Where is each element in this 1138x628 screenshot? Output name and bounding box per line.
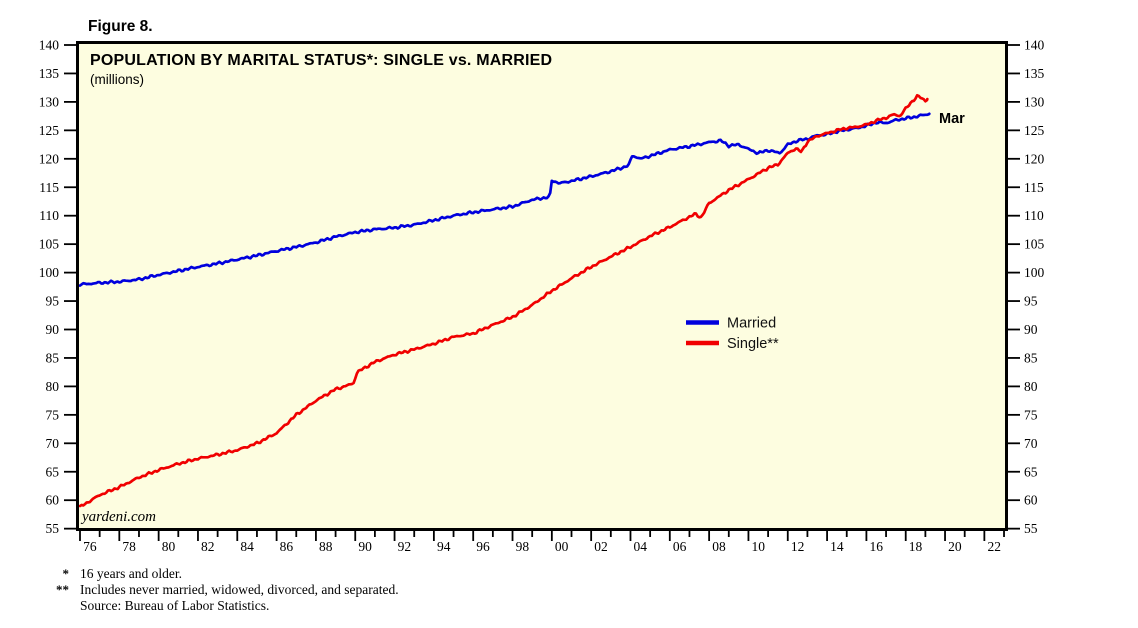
x-tick-label: 12 xyxy=(791,539,805,554)
y-tick-label-left: 90 xyxy=(46,322,60,337)
legend-single-label: Single** xyxy=(727,336,779,352)
x-tick-label: 94 xyxy=(437,539,451,554)
x-tick-label: 90 xyxy=(358,539,372,554)
x-tick-label: 82 xyxy=(201,539,215,554)
x-tick-label: 00 xyxy=(555,539,569,554)
footnote-source-text: Source: Bureau of Labor Statistics. xyxy=(80,598,269,613)
y-tick-label-left: 105 xyxy=(39,237,60,252)
y-tick-label-left: 110 xyxy=(39,208,59,223)
x-tick-label: 84 xyxy=(240,539,254,554)
x-tick-label: 08 xyxy=(712,539,726,554)
x-tick-label: 96 xyxy=(476,539,490,554)
footnote-2-marker: ** xyxy=(56,582,69,597)
x-tick-label: 76 xyxy=(83,539,97,554)
y-axis-left: 55 60 65 70 75 80 85 90 95 100 105 110 115 120 125 130 1… xyxy=(39,38,77,536)
y-tick-label-left: 115 xyxy=(39,180,59,195)
watermark-yardeni: yardeni.com xyxy=(80,509,156,525)
y-tick-label-right: 75 xyxy=(1024,407,1038,422)
y-tick-label-left: 70 xyxy=(46,436,60,451)
y-tick-label-right: 80 xyxy=(1024,379,1038,394)
y-tick-label-left: 95 xyxy=(46,294,60,309)
x-tick-label: 06 xyxy=(673,539,687,554)
y-tick-label-right: 65 xyxy=(1024,464,1038,479)
x-tick-label: 98 xyxy=(516,539,530,554)
data-series xyxy=(79,93,931,508)
y-tick-label-right: 125 xyxy=(1024,123,1045,138)
line-single xyxy=(79,93,929,508)
chart-title: POPULATION BY MARITAL STATUS*: SINGLE vs… xyxy=(90,52,552,69)
y-tick-label-right: 85 xyxy=(1024,350,1038,365)
y-tick-label-left: 135 xyxy=(39,66,60,81)
x-tick-label: 88 xyxy=(319,539,333,554)
y-tick-label-right: 70 xyxy=(1024,436,1038,451)
y-tick-label-left: 65 xyxy=(46,464,60,479)
y-tick-label-right: 130 xyxy=(1024,94,1045,109)
y-tick-label-left: 75 xyxy=(46,407,60,422)
y-tick-label-left: 100 xyxy=(39,265,60,280)
y-tick-label-left: 80 xyxy=(46,379,60,394)
x-tick-label: 14 xyxy=(830,539,844,554)
x-tick-label: 16 xyxy=(869,539,883,554)
y-tick-label-right: 55 xyxy=(1024,521,1038,536)
y-tick-label-right: 135 xyxy=(1024,66,1045,81)
x-tick-label: 02 xyxy=(594,539,608,554)
y-tick-label-right: 95 xyxy=(1024,294,1038,309)
line-married xyxy=(79,112,931,287)
y-tick-label-left: 130 xyxy=(39,94,60,109)
x-tick-label: 78 xyxy=(122,539,136,554)
y-tick-label-left: 55 xyxy=(46,521,60,536)
y-tick-label-right: 120 xyxy=(1024,151,1045,166)
y-tick-label-right: 115 xyxy=(1024,180,1044,195)
x-tick-label: 20 xyxy=(948,539,962,554)
x-tick-label: 10 xyxy=(752,539,766,554)
footnotes: * 16 years and older. ** Includes never … xyxy=(56,566,399,613)
footnote-2-text: Includes never married, widowed, divorce… xyxy=(80,582,399,597)
chart-subtitle: (millions) xyxy=(90,72,144,87)
y-tick-label-left: 140 xyxy=(39,38,60,53)
y-tick-label-right: 100 xyxy=(1024,265,1045,280)
x-tick-label: 22 xyxy=(987,539,1001,554)
x-tick-label: 80 xyxy=(162,539,176,554)
y-tick-label-right: 110 xyxy=(1024,208,1044,223)
footnote-1-marker: * xyxy=(63,566,70,581)
y-tick-label-right: 140 xyxy=(1024,38,1045,53)
series-end-label: Mar xyxy=(939,111,965,127)
x-axis: 76 78 80 82 84 86 88 90 92 94 96 98 00 02 04 06 08 10 12 14… xyxy=(79,530,1005,554)
y-axis-right: 55 60 65 70 75 80 85 90 95 100 105 110 115 120 125 130 1… xyxy=(1007,38,1045,536)
x-tick-label: 86 xyxy=(280,539,294,554)
figure-label: Figure 8. xyxy=(88,18,153,35)
x-tick-label: 92 xyxy=(398,539,412,554)
x-tick-label: 04 xyxy=(634,539,648,554)
footnote-1-text: 16 years and older. xyxy=(80,566,182,581)
y-tick-label-right: 105 xyxy=(1024,237,1045,252)
x-tick-label: 18 xyxy=(909,539,923,554)
y-tick-label-left: 125 xyxy=(39,123,60,138)
legend-married-label: Married xyxy=(727,316,776,332)
y-tick-label-left: 120 xyxy=(39,151,60,166)
plot-area xyxy=(76,41,1008,531)
y-tick-label-left: 60 xyxy=(46,493,60,508)
y-tick-label-right: 60 xyxy=(1024,493,1038,508)
legend: Married Single** xyxy=(686,316,779,352)
y-tick-label-right: 90 xyxy=(1024,322,1038,337)
y-tick-label-left: 85 xyxy=(46,350,60,365)
